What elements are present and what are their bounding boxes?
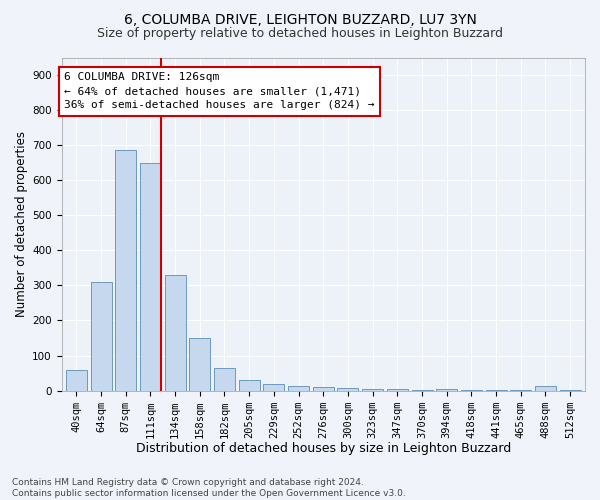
Text: 6, COLUMBA DRIVE, LEIGHTON BUZZARD, LU7 3YN: 6, COLUMBA DRIVE, LEIGHTON BUZZARD, LU7 …	[124, 12, 476, 26]
X-axis label: Distribution of detached houses by size in Leighton Buzzard: Distribution of detached houses by size …	[136, 442, 511, 455]
Bar	[91, 282, 112, 391]
Y-axis label: Number of detached properties: Number of detached properties	[15, 131, 28, 317]
Bar	[288, 386, 309, 390]
Bar	[239, 380, 260, 390]
Text: Size of property relative to detached houses in Leighton Buzzard: Size of property relative to detached ho…	[97, 28, 503, 40]
Bar	[313, 387, 334, 390]
Bar	[140, 162, 161, 390]
Bar	[337, 388, 358, 390]
Bar	[263, 384, 284, 390]
Bar	[189, 338, 210, 390]
Text: 6 COLUMBA DRIVE: 126sqm
← 64% of detached houses are smaller (1,471)
36% of semi: 6 COLUMBA DRIVE: 126sqm ← 64% of detache…	[64, 72, 374, 110]
Bar	[535, 386, 556, 390]
Text: Contains HM Land Registry data © Crown copyright and database right 2024.
Contai: Contains HM Land Registry data © Crown c…	[12, 478, 406, 498]
Bar	[362, 389, 383, 390]
Bar	[164, 275, 185, 390]
Bar	[66, 370, 87, 390]
Bar	[436, 389, 457, 390]
Bar	[214, 368, 235, 390]
Bar	[387, 389, 408, 390]
Bar	[115, 150, 136, 390]
